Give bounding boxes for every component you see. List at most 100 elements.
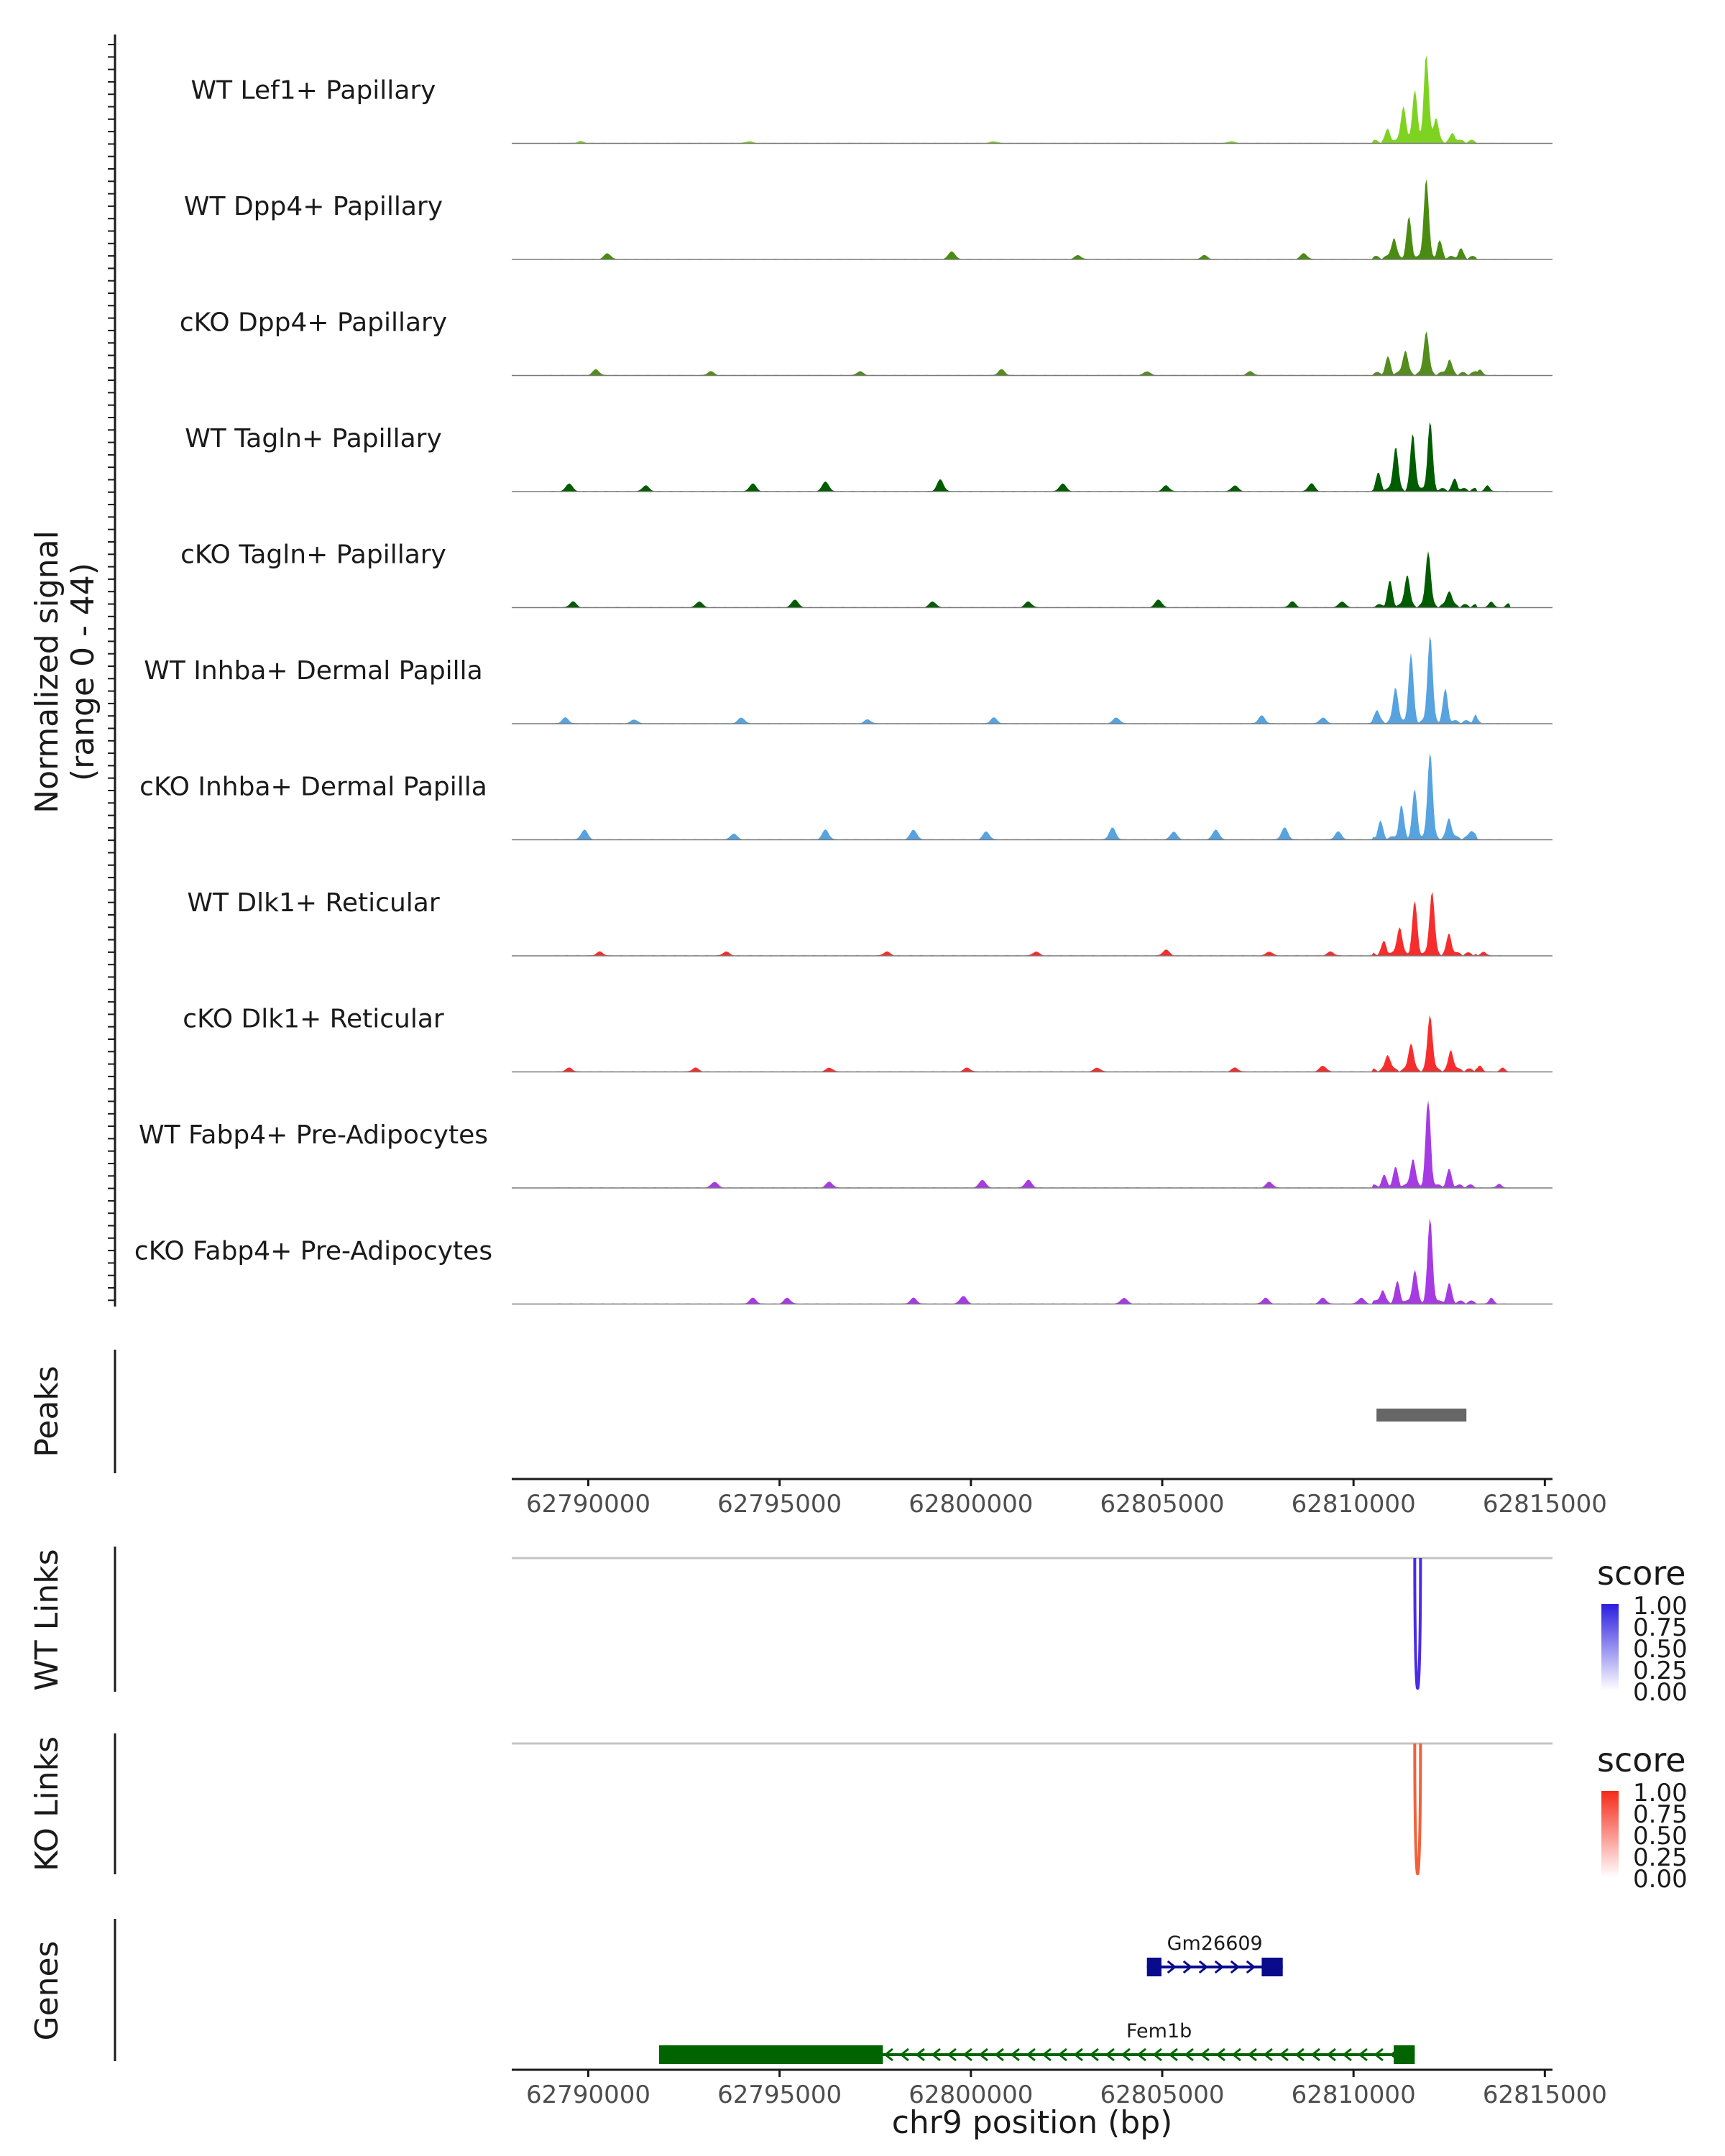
track-label: WT Fabp4+ Pre-Adipocytes xyxy=(139,1120,488,1150)
peak-region xyxy=(1376,1409,1467,1422)
x-tick-label: 62790000 xyxy=(526,1490,650,1519)
x-tick-label: 62815000 xyxy=(1483,2081,1607,2109)
gene-exon xyxy=(1261,1958,1283,1976)
x-tick-label: 62795000 xyxy=(717,2081,842,2109)
coverage-area xyxy=(512,1218,1552,1304)
x-tick-label: 62810000 xyxy=(1292,1490,1416,1519)
coverage-track: WT Lef1+ Papillary xyxy=(191,55,1552,144)
gene: Gm26609 xyxy=(1146,1932,1283,1976)
strand-arrow xyxy=(1089,2047,1099,2062)
strand-arrow xyxy=(1246,1960,1256,1974)
x-axis-top: 62790000 62795000 62800000 62805000 62810000… xyxy=(512,1478,1607,1519)
strand-arrow xyxy=(931,2047,941,2062)
link-track xyxy=(512,1742,1552,1876)
coverage-track: WT Inhba+ Dermal Papilla xyxy=(144,636,1552,724)
track-label: cKO Dpp4+ Papillary xyxy=(180,308,447,338)
wt-legend-colorbar xyxy=(1601,1604,1619,1690)
coverage-area xyxy=(512,179,1552,259)
strand-arrow xyxy=(1105,2047,1115,2062)
x-tick-label: 62805000 xyxy=(1100,1490,1224,1519)
strand-arrow xyxy=(1168,2047,1178,2062)
x-tick-label: 62805000 xyxy=(1100,2081,1224,2109)
strand-arrow xyxy=(1073,2047,1083,2062)
genes-track: Gm26609 Fem1b xyxy=(658,1932,1415,2064)
wt-legend-tick: 1.00 xyxy=(1633,1592,1688,1621)
track-label: WT Lef1+ Papillary xyxy=(191,76,436,106)
x-tick-label: 62790000 xyxy=(526,2081,650,2109)
x-tick-label: 62795000 xyxy=(717,1490,842,1519)
strand-arrow xyxy=(1342,2047,1352,2062)
score-legends: score 1.00 0.75 0.50 0.25 0.00 score 1.0… xyxy=(1597,1554,1688,1894)
track-label: WT Dpp4+ Papillary xyxy=(184,192,443,221)
strand-arrow xyxy=(899,2047,909,2062)
coverage-track: WT Dpp4+ Papillary xyxy=(184,179,1552,260)
x-tick-label: 62800000 xyxy=(908,2081,1033,2109)
gene: Fem1b xyxy=(658,2020,1415,2064)
coverage-area xyxy=(512,892,1552,956)
gene-label: Gm26609 xyxy=(1167,1932,1263,1955)
wt-legend-tick: 0.75 xyxy=(1633,1613,1688,1642)
strand-arrow xyxy=(1310,2047,1320,2062)
ko-links-panel-label: KO Links xyxy=(29,1736,65,1871)
strand-arrow xyxy=(1167,1960,1177,1974)
coverage-area xyxy=(512,422,1552,492)
strand-arrow xyxy=(1247,2047,1257,2062)
gene-exon xyxy=(1146,1958,1162,1976)
strand-arrow xyxy=(947,2047,957,2062)
track-label: cKO Fabp4+ Pre-Adipocytes xyxy=(134,1237,492,1266)
coverage-area xyxy=(512,1100,1552,1188)
genes-panel-label: Genes xyxy=(29,1940,65,2040)
ko-legend-tick: 0.75 xyxy=(1633,1800,1688,1829)
gene-exon xyxy=(1394,2045,1415,2064)
coverage-track: WT Tagln+ Papillary xyxy=(185,422,1552,492)
wt-legend-tick: 0.50 xyxy=(1633,1635,1688,1664)
strand-arrow xyxy=(1358,2047,1368,2062)
coverage-area xyxy=(512,331,1552,376)
track-label: WT Tagln+ Papillary xyxy=(185,424,442,453)
y-axis-title-line2: (range 0 - 44) xyxy=(65,563,101,781)
link-tracks xyxy=(512,1557,1552,1876)
coverage-tracks: WT Lef1+ Papillary WT Dpp4+ Papillary cKO … xyxy=(134,55,1552,1305)
peaks-panel-label: Peaks xyxy=(29,1365,65,1457)
strand-arrow xyxy=(1121,2047,1131,2062)
strand-arrow xyxy=(1182,1960,1193,1974)
coverage-track: cKO Dpp4+ Papillary xyxy=(180,308,1552,377)
coverage-area xyxy=(512,753,1552,840)
track-label: WT Inhba+ Dermal Papilla xyxy=(144,656,482,686)
coverage-area xyxy=(512,636,1552,724)
wt-links-panel-label: WT Links xyxy=(29,1549,65,1690)
coverage-track: WT Dlk1+ Reticular xyxy=(187,888,1552,957)
x-tick-label: 62800000 xyxy=(908,1490,1033,1519)
link-arc xyxy=(1413,1557,1422,1690)
peaks-track xyxy=(1376,1409,1467,1422)
wt-legend-tick: 0.25 xyxy=(1633,1657,1688,1685)
x-axis-title: chr9 position (bp) xyxy=(892,2104,1173,2141)
coverage-track: cKO Dlk1+ Reticular xyxy=(183,1005,1552,1073)
strand-arrow xyxy=(1136,2047,1146,2062)
strand-arrow xyxy=(1057,2047,1067,2062)
strand-arrow xyxy=(1152,2047,1162,2062)
link-arc xyxy=(1413,1743,1422,1876)
coverage-track: cKO Inhba+ Dermal Papilla xyxy=(139,753,1552,841)
strand-arrow xyxy=(1041,2047,1052,2062)
strand-arrow xyxy=(978,2047,988,2062)
ko-legend-tick: 0.25 xyxy=(1633,1843,1688,1872)
signal-axis-ticks xyxy=(108,44,115,1302)
link-track xyxy=(512,1557,1552,1690)
strand-arrow xyxy=(1184,2047,1194,2062)
gene-exon xyxy=(658,2045,883,2064)
ko-legend-title: score xyxy=(1597,1741,1686,1779)
wt-legend-tick: 0.00 xyxy=(1633,1678,1688,1707)
strand-arrow xyxy=(1200,2047,1210,2062)
coverage-area xyxy=(512,550,1552,608)
strand-arrow xyxy=(915,2047,925,2062)
strand-arrow xyxy=(1215,2047,1225,2062)
strand-arrow xyxy=(1010,2047,1020,2062)
x-tick-label: 62810000 xyxy=(1292,2081,1416,2109)
track-label: cKO Dlk1+ Reticular xyxy=(183,1005,444,1034)
strand-arrow xyxy=(1279,2047,1289,2062)
strand-arrow xyxy=(1026,2047,1036,2062)
strand-arrow xyxy=(1231,2047,1241,2062)
track-label: cKO Tagln+ Papillary xyxy=(180,540,446,570)
